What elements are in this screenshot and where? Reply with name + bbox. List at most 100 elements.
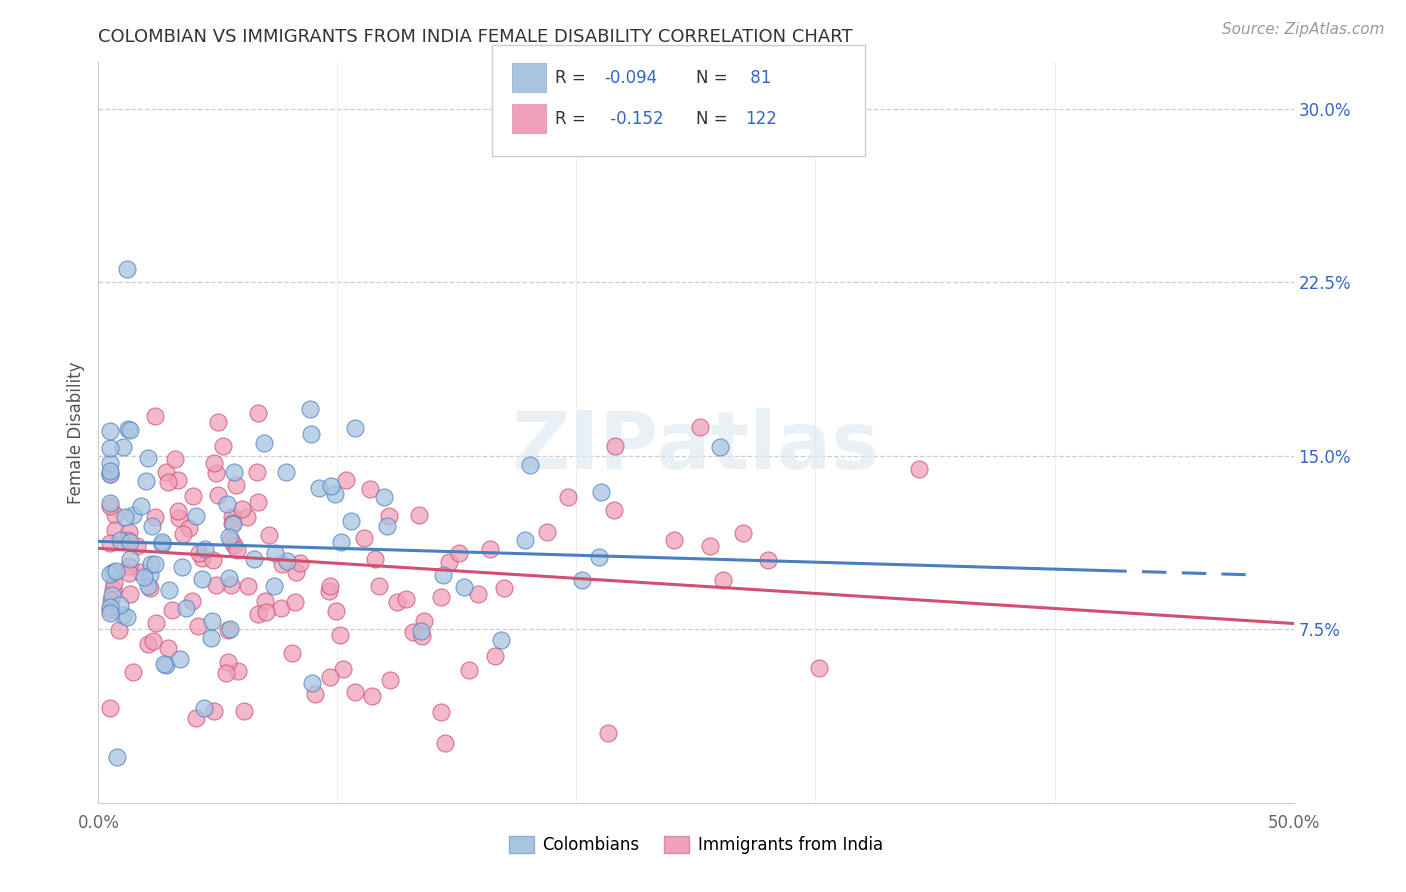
Point — [193, 701, 215, 715]
Point — [136, 451, 159, 466]
Point — [143, 409, 166, 423]
Point — [217, 656, 239, 670]
Point — [115, 262, 138, 277]
Point — [98, 701, 122, 715]
Point — [343, 684, 366, 698]
Point — [98, 467, 122, 482]
Point — [664, 533, 686, 548]
Point — [494, 581, 516, 595]
Point — [98, 499, 122, 513]
Text: Source: ZipAtlas.com: Source: ZipAtlas.com — [1222, 22, 1385, 37]
Point — [325, 604, 347, 618]
Point — [308, 481, 330, 495]
Point — [519, 458, 541, 472]
Point — [335, 473, 357, 487]
Point — [142, 633, 165, 648]
Point — [218, 530, 240, 544]
Point — [253, 594, 276, 608]
Point — [98, 566, 122, 581]
Point — [280, 646, 302, 660]
Point — [329, 535, 352, 549]
Point — [101, 582, 124, 596]
Point — [284, 566, 307, 580]
Legend: Colombians, Immigrants from India: Colombians, Immigrants from India — [502, 830, 890, 861]
Point — [98, 424, 122, 438]
Point — [103, 523, 125, 537]
Point — [186, 509, 208, 524]
Point — [536, 524, 558, 539]
Point — [271, 557, 294, 571]
Point — [367, 579, 389, 593]
Text: COLOMBIAN VS IMMIGRANTS FROM INDIA FEMALE DISABILITY CORRELATION CHART: COLOMBIAN VS IMMIGRANTS FROM INDIA FEMAL… — [98, 28, 853, 45]
Point — [360, 689, 382, 703]
Text: 122: 122 — [745, 110, 778, 128]
Point — [111, 440, 134, 454]
Text: -0.094: -0.094 — [605, 69, 658, 87]
Point — [430, 706, 453, 720]
Point — [205, 466, 228, 480]
Point — [166, 474, 188, 488]
Point — [187, 545, 209, 559]
Point — [274, 465, 297, 479]
Point — [98, 603, 122, 617]
Point — [709, 440, 731, 454]
Point — [157, 475, 180, 489]
Point — [100, 588, 122, 602]
Point — [432, 567, 454, 582]
Point — [395, 592, 418, 607]
Point — [101, 565, 124, 579]
Point — [165, 452, 187, 467]
Point — [711, 573, 734, 587]
Point — [478, 542, 501, 557]
Point — [219, 577, 242, 591]
Point — [340, 514, 363, 528]
Point — [557, 490, 579, 504]
Point — [98, 496, 122, 510]
Point — [139, 557, 162, 571]
Point — [194, 542, 217, 557]
Point — [689, 419, 711, 434]
Point — [453, 580, 475, 594]
Point — [156, 641, 179, 656]
Point — [111, 607, 134, 622]
Point — [588, 550, 610, 565]
Point — [756, 552, 779, 566]
Point — [136, 579, 159, 593]
Point — [117, 533, 139, 548]
Point — [231, 501, 253, 516]
Point — [236, 510, 259, 524]
Point — [304, 687, 326, 701]
Point — [98, 456, 122, 470]
Point — [139, 581, 162, 595]
Point — [217, 624, 239, 638]
Point — [98, 536, 122, 550]
Point — [457, 663, 479, 677]
Point — [411, 624, 433, 639]
Point — [318, 583, 340, 598]
Point — [141, 518, 163, 533]
Point — [135, 474, 157, 488]
Point — [170, 560, 193, 574]
Point — [226, 543, 249, 558]
Point — [145, 615, 167, 630]
Point — [221, 509, 243, 524]
Point — [408, 508, 430, 523]
Point — [202, 456, 225, 470]
Point — [181, 594, 204, 608]
Point — [318, 670, 340, 684]
Point — [329, 628, 352, 642]
Point — [373, 490, 395, 504]
Point — [221, 516, 243, 531]
Point — [108, 533, 131, 548]
Point — [226, 664, 249, 678]
Point — [343, 420, 366, 434]
Point — [359, 482, 381, 496]
Point — [364, 552, 387, 566]
Point — [169, 651, 191, 665]
Point — [319, 579, 342, 593]
Point — [263, 579, 285, 593]
Point — [183, 489, 205, 503]
Point — [150, 535, 173, 549]
Point — [132, 570, 155, 584]
Point — [232, 704, 254, 718]
